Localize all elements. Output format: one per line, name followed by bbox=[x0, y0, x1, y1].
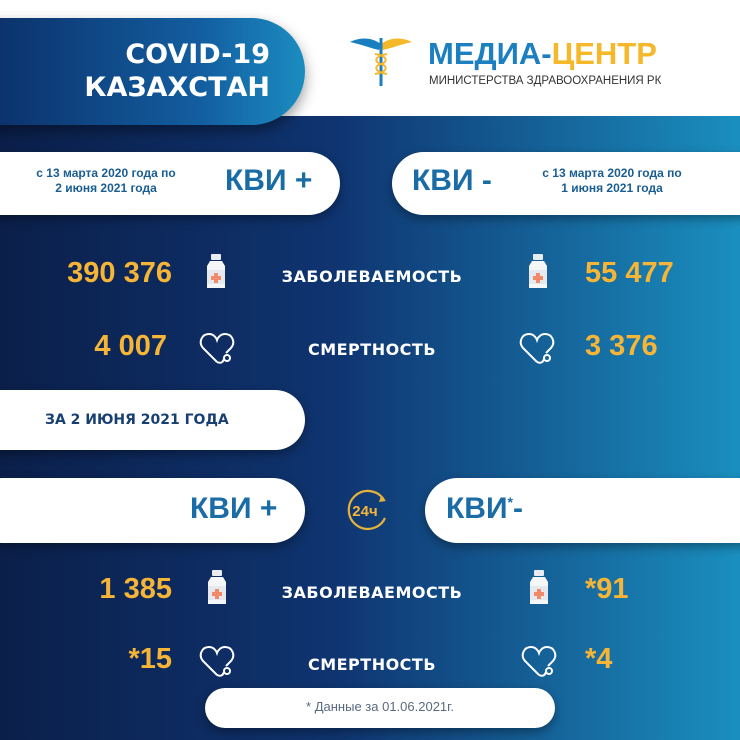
daily-negative-cases: *91 bbox=[585, 573, 629, 605]
heart-stethoscope-icon bbox=[521, 645, 557, 677]
positive-deaths: 4 007 bbox=[94, 330, 167, 362]
deaths-label: СМЕРТНОСТЬ bbox=[307, 340, 437, 359]
positive-cases: 390 376 bbox=[67, 257, 172, 289]
daily-negative-pill bbox=[425, 478, 740, 543]
bottle-icon bbox=[207, 254, 225, 288]
heart-stethoscope-icon bbox=[199, 332, 235, 364]
negative-label: КВИ - bbox=[412, 164, 492, 197]
positive-period-pill bbox=[0, 152, 340, 215]
24h-text: 24ч bbox=[352, 503, 377, 520]
title-line2: КАЗАХСТАН bbox=[84, 72, 270, 103]
negative-period: с 13 марта 2020 года по 1 июня 2021 года bbox=[512, 166, 712, 196]
title-banner: COVID-19 КАЗАХСТАН bbox=[0, 18, 305, 125]
24h-clock-icon: 24ч bbox=[347, 489, 386, 531]
period-line: с 13 марта 2020 года по bbox=[36, 166, 176, 180]
title-line1: COVID-19 bbox=[125, 39, 270, 70]
negative-cases: 55 477 bbox=[585, 257, 674, 289]
negative-period-pill bbox=[392, 152, 740, 215]
daily-cases-label: ЗАБОЛЕВАЕМОСТЬ bbox=[281, 583, 463, 602]
bottle-icon bbox=[530, 570, 548, 604]
daily-negative-label: КВИ*- bbox=[446, 492, 523, 526]
daily-positive-cases: 1 385 bbox=[99, 573, 172, 605]
logo-title-b: ЦЕНТР bbox=[551, 36, 657, 71]
daily-positive-pill bbox=[0, 478, 305, 543]
heart-stethoscope-icon bbox=[199, 645, 235, 677]
period-line: с 13 марта 2020 года по bbox=[542, 166, 682, 180]
date-label: ЗА 2 ИЮНЯ 2021 ГОДА bbox=[45, 412, 229, 428]
daily-positive-deaths: *15 bbox=[128, 643, 172, 675]
positive-label: КВИ + bbox=[225, 164, 313, 197]
period-line: 2 июня 2021 года bbox=[55, 181, 157, 195]
daily-positive-label: КВИ + bbox=[190, 492, 278, 525]
footnote: * Данные за 01.06.2021г. bbox=[306, 699, 454, 714]
daily-deaths-label: СМЕРТНОСТЬ bbox=[307, 655, 437, 674]
label-asterisk: * bbox=[507, 494, 513, 510]
date-pill bbox=[0, 390, 305, 450]
bottle-icon bbox=[208, 570, 226, 604]
positive-period: с 13 марта 2020 года по 2 июня 2021 года bbox=[8, 166, 204, 196]
footnote-pill bbox=[205, 688, 555, 728]
logo-title-a: МЕДИА- bbox=[428, 36, 552, 71]
negative-deaths: 3 376 bbox=[585, 330, 658, 362]
logo-title: МЕДИА-ЦЕНТР bbox=[428, 36, 657, 72]
label-text: КВИ bbox=[446, 492, 508, 525]
heart-stethoscope-icon bbox=[519, 332, 555, 364]
bottle-icon bbox=[529, 254, 547, 288]
logo-subtitle: МИНИСТЕРСТВА ЗДРАВООХРАНЕНИЯ РК bbox=[429, 75, 662, 87]
caduceus-logo bbox=[350, 38, 412, 86]
period-line: 1 июня 2021 года bbox=[561, 181, 663, 195]
daily-negative-deaths: *4 bbox=[585, 643, 613, 675]
cases-label: ЗАБОЛЕВАЕМОСТЬ bbox=[281, 267, 463, 286]
label-suffix: - bbox=[513, 492, 523, 525]
